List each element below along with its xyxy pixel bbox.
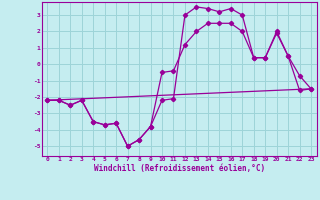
X-axis label: Windchill (Refroidissement éolien,°C): Windchill (Refroidissement éolien,°C)	[94, 164, 265, 173]
